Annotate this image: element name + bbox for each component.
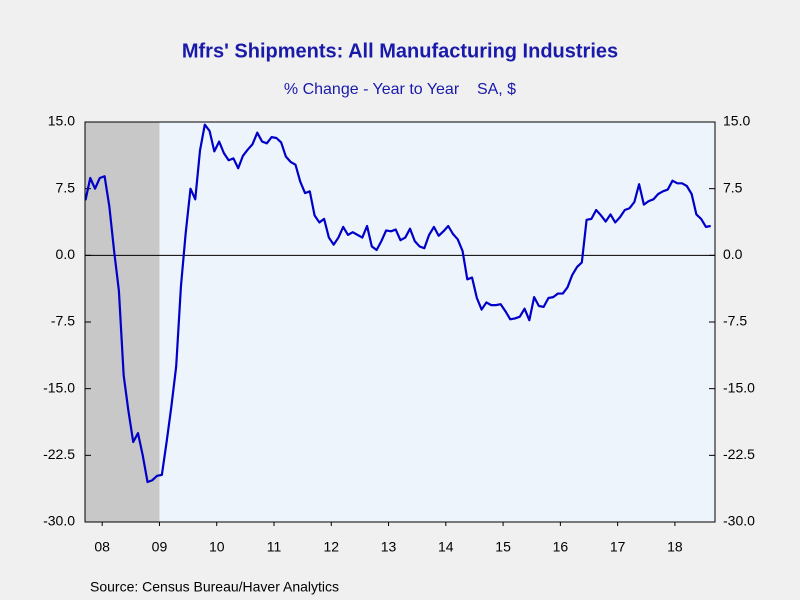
y-tick-label: -7.5 <box>51 313 75 329</box>
x-tick-label: 08 <box>94 539 110 555</box>
x-tick-label: 15 <box>495 539 511 555</box>
y-tick-label: -22.5 <box>43 446 75 462</box>
x-tick-label: 11 <box>267 539 282 555</box>
x-tick-label: 17 <box>610 539 626 555</box>
plot-frame <box>84 121 716 523</box>
x-tick-label: 16 <box>553 539 569 555</box>
x-tick-label: 10 <box>209 539 225 555</box>
y2-tick-label: 15.0 <box>723 113 750 129</box>
y-tick-label: -30.0 <box>43 513 75 529</box>
data-line <box>84 123 711 484</box>
chart-title: Mfrs' Shipments: All Manufacturing Indus… <box>182 40 618 62</box>
y-tick-label: -15.0 <box>43 379 75 395</box>
y-tick-label: 7.5 <box>56 179 76 195</box>
y-tick-label: 15.0 <box>48 113 75 129</box>
x-tick-label: 12 <box>323 539 339 555</box>
y2-tick-label: -7.5 <box>723 313 747 329</box>
y2-tick-label: 0.0 <box>723 246 743 262</box>
y2-tick-label: -15.0 <box>723 379 755 395</box>
y2-tick-label: 7.5 <box>723 179 743 195</box>
x-tick-label: 14 <box>438 539 454 555</box>
y2-tick-label: -30.0 <box>723 513 755 529</box>
x-tick-label: 18 <box>667 539 683 555</box>
y-tick-label: 0.0 <box>56 246 76 262</box>
y2-tick-label: -22.5 <box>723 446 755 462</box>
x-tick-label: 09 <box>152 539 168 555</box>
x-tick-label: 13 <box>381 539 397 555</box>
chart-subtitle: % Change - Year to Year SA, $ <box>284 81 516 98</box>
source-note: Source: Census Bureau/Haver Analytics <box>90 579 339 595</box>
recession-shade <box>85 122 160 522</box>
